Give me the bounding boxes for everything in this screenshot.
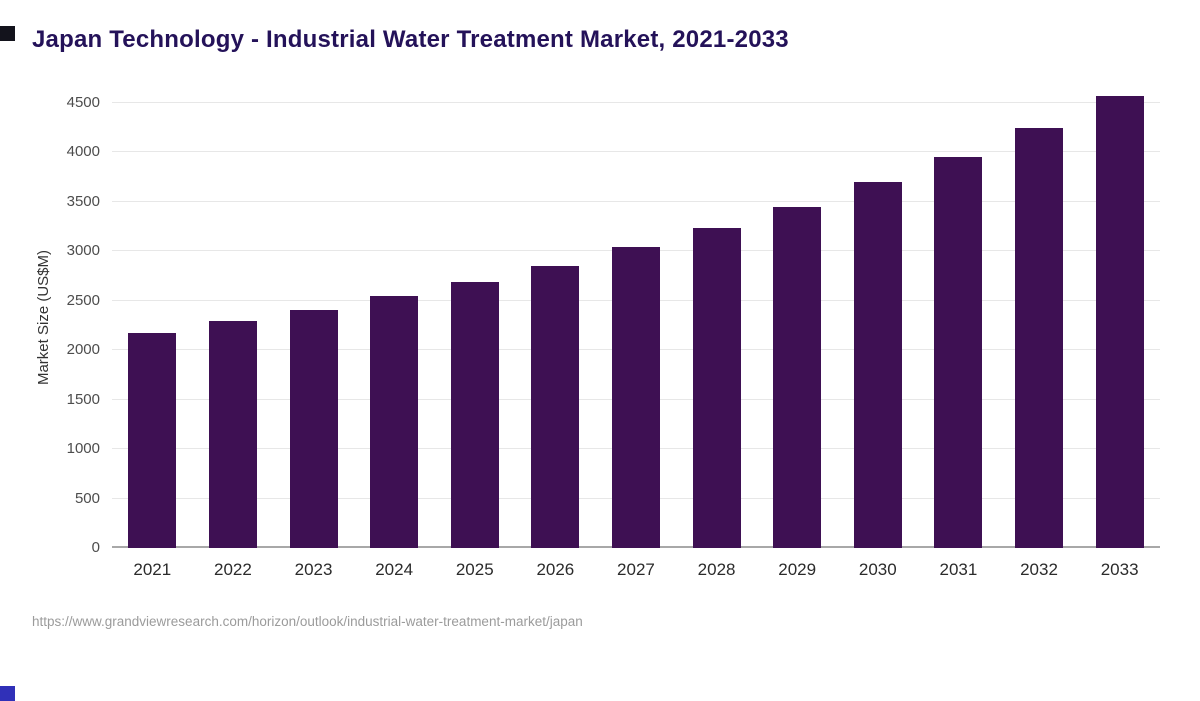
bar-slot xyxy=(837,88,918,548)
x-tick-label-2033: 2033 xyxy=(1100,560,1139,579)
bar-2021 xyxy=(128,333,177,548)
y-tick-label: 1500 xyxy=(66,390,100,408)
gridline xyxy=(112,151,1160,153)
plot-area xyxy=(112,88,1160,548)
bar-chart: Market Size (US$M) 0 500 1000 1500 2000 2500 3… xyxy=(30,88,1160,580)
gridline xyxy=(112,200,1160,202)
x-tick-label-2028: 2028 xyxy=(697,560,736,579)
chart-main: 0 500 1000 1500 2000 2500 3000 3500 4000 4500 202… xyxy=(56,88,1160,580)
corner-accent-top-left xyxy=(0,26,15,41)
y-axis-title: Market Size (US$M) xyxy=(30,88,56,548)
bar-2033 xyxy=(1095,95,1144,548)
gridline xyxy=(112,101,1160,103)
bar-2023 xyxy=(289,309,338,548)
bar-slot xyxy=(515,88,596,548)
bar-2026 xyxy=(531,265,580,548)
y-tick-label: 2500 xyxy=(66,291,100,309)
x-axis-ticks: 2021 2022 2023 2024 2025 2026 2027 2028 2029 2030… xyxy=(112,548,1160,580)
bar-slot xyxy=(354,88,435,548)
x-tick-label-2026: 2026 xyxy=(536,560,575,579)
bar-2031 xyxy=(934,157,983,548)
x-tick-label-2021: 2021 xyxy=(133,560,172,579)
x-tick-label-2031: 2031 xyxy=(939,560,978,579)
x-tick-label-2030: 2030 xyxy=(858,560,897,579)
bar-slot xyxy=(999,88,1080,548)
y-tick-label: 500 xyxy=(74,489,100,507)
y-tick-label: 4000 xyxy=(66,143,100,161)
bar-slot xyxy=(434,88,515,548)
x-tick-label-2023: 2023 xyxy=(294,560,333,579)
chart-title: Japan Technology - Industrial Water Trea… xyxy=(32,26,789,53)
x-tick-label-2029: 2029 xyxy=(778,560,817,579)
corner-accent-bottom-left xyxy=(0,686,15,701)
bar-2028 xyxy=(692,227,741,548)
y-tick-label: 1000 xyxy=(66,440,100,458)
y-tick-label: 4500 xyxy=(66,93,100,111)
bar-2027 xyxy=(611,247,660,548)
bar-slot xyxy=(596,88,677,548)
x-tick-label-2024: 2024 xyxy=(375,560,414,579)
bar-series xyxy=(112,88,1160,548)
bar-slot xyxy=(273,88,354,548)
bar-2024 xyxy=(370,295,419,548)
x-tick-label-2032: 2032 xyxy=(1020,560,1058,579)
source-url: https://www.grandviewresearch.com/horizo… xyxy=(32,614,583,629)
bar-2022 xyxy=(208,321,257,548)
bar-slot xyxy=(676,88,757,548)
x-tick-label-2022: 2022 xyxy=(214,560,252,579)
bar-2030 xyxy=(853,182,902,548)
y-tick-label: 3000 xyxy=(66,242,100,260)
y-axis-title-text: Market Size (US$M) xyxy=(34,250,52,386)
bar-2029 xyxy=(773,206,822,548)
bar-slot xyxy=(918,88,999,548)
y-tick-label: 3500 xyxy=(66,192,100,210)
x-tick-label-2025: 2025 xyxy=(455,560,494,579)
bar-slot xyxy=(1079,88,1160,548)
y-axis-ticks: 0 500 1000 1500 2000 2500 3000 3500 4000 4500 xyxy=(56,88,112,556)
y-tick-label: 2000 xyxy=(66,341,100,359)
bar-2032 xyxy=(1015,128,1063,548)
y-tick-label: 0 xyxy=(91,539,100,556)
bar-slot xyxy=(757,88,838,548)
bar-2025 xyxy=(450,281,499,548)
x-tick-label-2027: 2027 xyxy=(617,560,655,579)
bar-slot xyxy=(112,88,193,548)
bar-slot xyxy=(193,88,274,548)
